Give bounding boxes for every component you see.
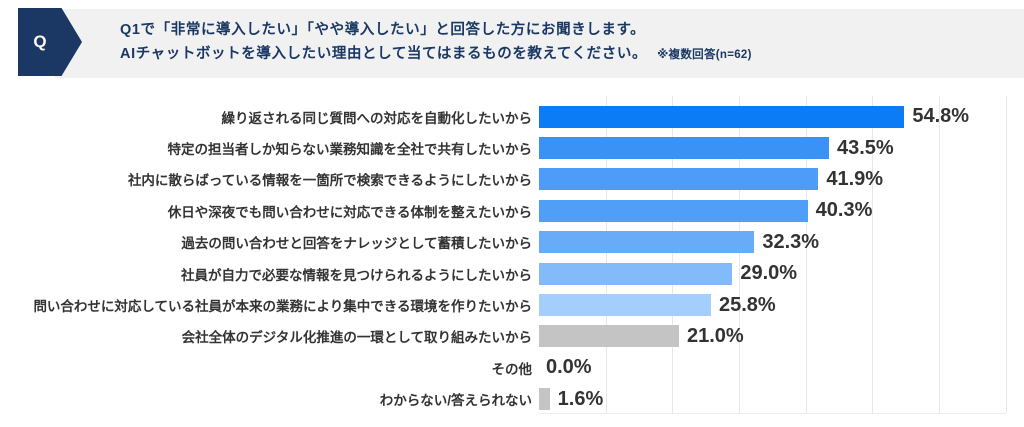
value-label: 40.3% (815, 199, 873, 222)
question-badge-letter: Q (33, 32, 47, 51)
bar (539, 168, 819, 191)
bar (539, 137, 829, 160)
category-label: 繰り返される同じ質問への対応を自動化したいから (221, 110, 533, 126)
bar-row: その他 0.0% (0, 352, 1024, 383)
value-label: 25.8% (719, 293, 776, 316)
gridline-20 (672, 96, 674, 413)
bar (539, 105, 905, 128)
bar-row: 社内に散らばっている情報を一箇所で検索できるようにしたいから 41.9% (0, 164, 1024, 195)
bar (539, 325, 679, 348)
gridline-70 (1005, 96, 1007, 413)
gridlines (539, 96, 1007, 414)
category-label: 特定の担当者しか知らない業務知識を全社で共有したいから (167, 142, 533, 158)
multiple-answer-note: ※複数回答(n=62) (657, 49, 752, 61)
bar (539, 294, 711, 317)
bar-row: 問い合わせに対応している社員が本来の業務により集中できる環境を作りたいから 25.… (0, 289, 1024, 320)
bar-row: 繰り返される同じ質問への対応を自動化したいから 54.8% (0, 101, 1024, 132)
question-line-2: AIチャットボットを導入したい理由として当てはまるものを教えてください。 ※複数回… (120, 46, 752, 62)
gridline-10 (605, 96, 607, 413)
bar-row: 会社全体のデジタル化推進の一環として取り組みたいから 21.0% (0, 321, 1024, 352)
category-label: 休日や深夜でも問い合わせに対応できる体制を整えたいから (167, 204, 532, 220)
category-label: 社内に散らばっている情報を一箇所で検索できるようにしたいから (127, 173, 532, 189)
gridline-50 (872, 96, 874, 413)
category-label: 過去の問い合わせと回答をナレッジとして蓄積したいから (181, 236, 532, 252)
question-line-1: Q1で「非常に導入したい」「やや導入したい」と回答した方にお聞きします。 (120, 22, 646, 38)
category-label: 社員が自力で必要な情報を見つけられるようにしたいから (181, 267, 532, 283)
value-label: 1.6% (557, 387, 604, 410)
category-label: 問い合わせに対応している社員が本来の業務により集中できる環境を作りたいから (33, 299, 532, 315)
value-label: 0.0% (546, 356, 592, 379)
gridline-40 (805, 96, 807, 413)
gridline-30 (739, 96, 740, 413)
bar-row: 休日や深夜でも問い合わせに対応できる体制を整えたいから 40.3% (0, 195, 1024, 226)
bar-row: 特定の担当者しか知らない業務知識を全社で共有したいから 43.5% (0, 132, 1024, 163)
value-label: 29.0% (740, 262, 798, 285)
category-label: その他 (491, 361, 533, 377)
bar-row: 過去の問い合わせと回答をナレッジとして蓄積したいから 32.3% (0, 227, 1024, 258)
value-label: 54.8% (912, 105, 970, 128)
bar (539, 388, 550, 411)
bar (539, 262, 733, 285)
bar (539, 231, 755, 254)
question-text: Q1で「非常に導入したい」「やや導入したい」と回答した方にお聞きします。 AIチ… (120, 18, 752, 67)
value-label: 21.0% (687, 324, 744, 347)
category-label: わからない/答えられない (379, 393, 532, 409)
bar-row: 社員が自力で必要な情報を見つけられるようにしたいから 29.0% (0, 258, 1024, 289)
question-header-background (55, 9, 1024, 78)
gridline-60 (939, 96, 941, 413)
bar-chart: 繰り返される同じ質問への対応を自動化したいから 54.8% 特定の担当者しか知らない… (0, 96, 1024, 416)
bar-rows: 繰り返される同じ質問への対応を自動化したいから 54.8% 特定の担当者しか知らない… (0, 101, 1024, 415)
value-label: 43.5% (837, 136, 894, 159)
value-label: 41.9% (826, 167, 884, 190)
category-label: 会社全体のデジタル化推進の一環として取り組みたいから (181, 330, 532, 346)
bar-row: わからない/答えられない 1.6% (0, 384, 1024, 415)
value-label: 32.3% (762, 230, 820, 253)
bar (539, 199, 808, 222)
